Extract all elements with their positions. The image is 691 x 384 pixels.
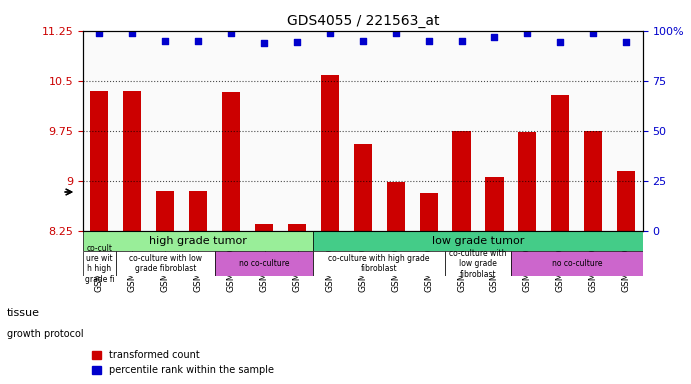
Point: [522, 30, 533, 36]
Bar: [222, 92, 240, 231]
Text: tissue: tissue: [7, 308, 40, 318]
Point: [456, 38, 467, 45]
Bar: [116, 251, 215, 276]
Bar: [617, 171, 635, 231]
Bar: [156, 191, 174, 231]
Point: [489, 34, 500, 40]
Bar: [584, 131, 603, 231]
Bar: [321, 75, 339, 231]
Point: [160, 38, 171, 45]
Bar: [453, 131, 471, 231]
Point: [292, 39, 303, 45]
Title: GDS4055 / 221563_at: GDS4055 / 221563_at: [287, 14, 439, 28]
Text: co-culture with low
grade fibroblast: co-culture with low grade fibroblast: [129, 254, 202, 273]
Point: [588, 30, 599, 36]
Point: [423, 38, 434, 45]
Bar: [189, 191, 207, 231]
Point: [357, 38, 368, 44]
Bar: [485, 177, 504, 231]
Bar: [354, 144, 372, 231]
Point: [225, 30, 236, 36]
Point: [390, 30, 401, 36]
Text: no co-culture: no co-culture: [239, 259, 290, 268]
Point: [555, 39, 566, 45]
Bar: [255, 224, 273, 231]
Bar: [314, 251, 445, 276]
Bar: [83, 251, 116, 276]
Bar: [83, 231, 314, 251]
Point: [324, 30, 335, 36]
Text: high grade tumor: high grade tumor: [149, 236, 247, 246]
Point: [258, 40, 269, 46]
Text: low grade tumor: low grade tumor: [432, 236, 524, 246]
Legend: transformed count, percentile rank within the sample: transformed count, percentile rank withi…: [88, 346, 278, 379]
Text: co-culture with
low grade
fibroblast: co-culture with low grade fibroblast: [449, 249, 507, 278]
Point: [94, 30, 105, 36]
Bar: [91, 91, 108, 231]
Bar: [518, 132, 536, 231]
Point: [193, 38, 204, 44]
Text: growth protocol: growth protocol: [7, 329, 84, 339]
Text: no co-culture: no co-culture: [551, 259, 602, 268]
Bar: [419, 193, 437, 231]
Bar: [215, 251, 314, 276]
Bar: [511, 251, 643, 276]
Text: co-culture with high grade
fibroblast: co-culture with high grade fibroblast: [328, 254, 430, 273]
Bar: [551, 95, 569, 231]
Bar: [445, 251, 511, 276]
Bar: [387, 182, 405, 231]
Point: [126, 30, 138, 36]
Text: co-cult
ure wit
h high
grade fi: co-cult ure wit h high grade fi: [84, 243, 114, 284]
Bar: [288, 224, 306, 231]
Bar: [314, 231, 643, 251]
Bar: [123, 91, 142, 231]
Point: [621, 39, 632, 45]
